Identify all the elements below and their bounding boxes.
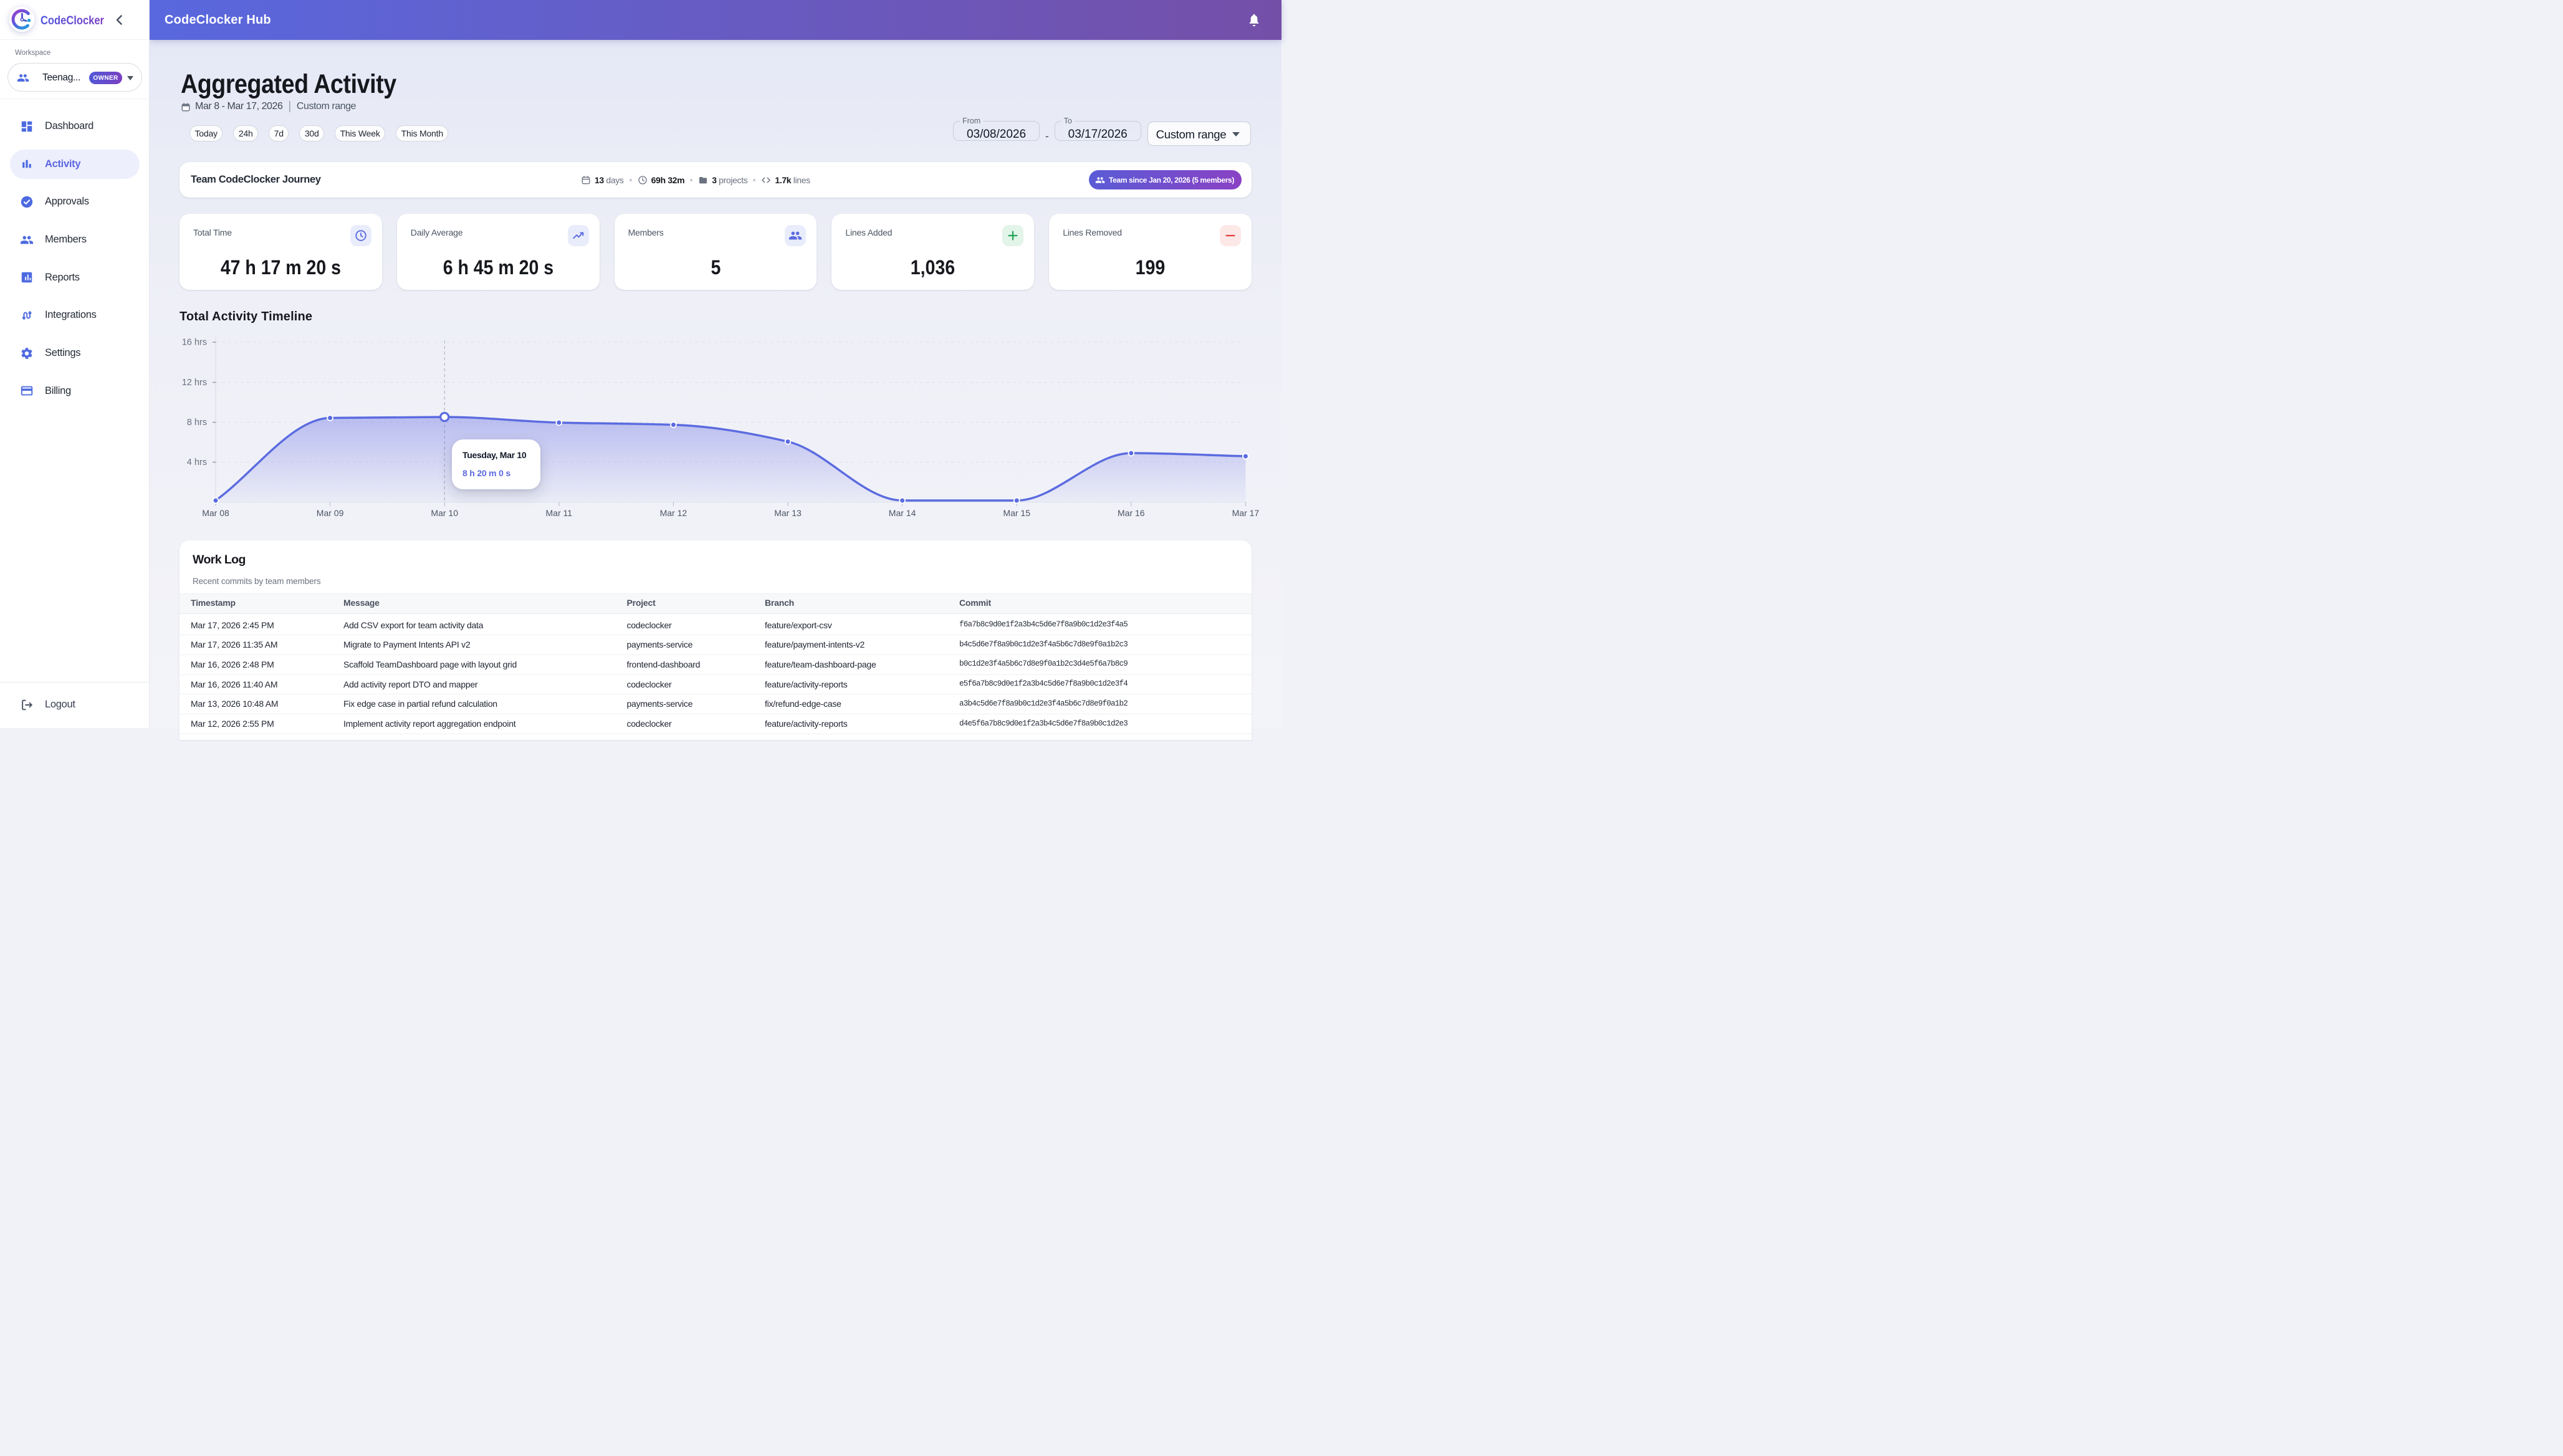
svg-text:8 hrs: 8 hrs bbox=[187, 418, 207, 428]
svg-text:Mar 08: Mar 08 bbox=[202, 508, 229, 518]
svg-text:Mar 16: Mar 16 bbox=[1118, 508, 1145, 518]
svg-text:Mar 11: Mar 11 bbox=[546, 508, 573, 518]
svg-text:Mar 09: Mar 09 bbox=[317, 508, 344, 518]
svg-text:Mar 12: Mar 12 bbox=[660, 508, 687, 518]
svg-text:Mar 15: Mar 15 bbox=[1003, 508, 1030, 518]
svg-text:Mar 17: Mar 17 bbox=[1232, 508, 1260, 518]
svg-text:Mar 14: Mar 14 bbox=[889, 508, 916, 518]
svg-text:Mar 10: Mar 10 bbox=[431, 508, 458, 518]
svg-text:Mar 13: Mar 13 bbox=[774, 508, 802, 518]
svg-text:4 hrs: 4 hrs bbox=[187, 457, 207, 467]
svg-text:12 hrs: 12 hrs bbox=[182, 378, 207, 388]
svg-text:16 hrs: 16 hrs bbox=[182, 338, 207, 348]
